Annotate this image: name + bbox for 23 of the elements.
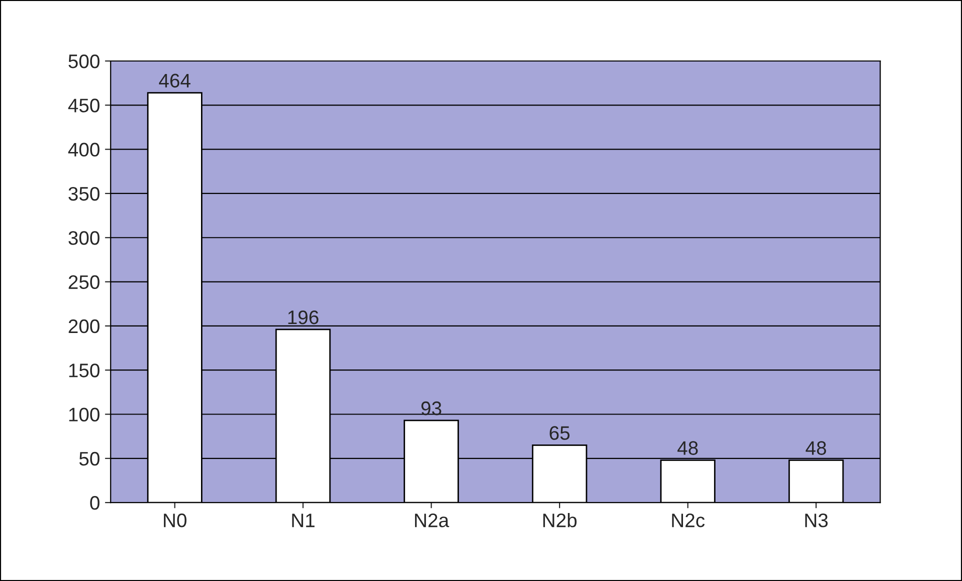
x-tick-label: N1 <box>292 514 315 528</box>
data-label: 196 <box>288 310 318 324</box>
y-tick-label: 50 <box>79 452 100 466</box>
data-label: 48 <box>806 441 826 455</box>
data-label: 48 <box>677 441 698 455</box>
y-tick-label: 250 <box>68 275 100 290</box>
data-label: 93 <box>421 401 442 416</box>
y-tick-label: 150 <box>69 364 100 378</box>
y-tick-label: 400 <box>68 142 100 157</box>
data-label: 65 <box>550 426 570 440</box>
x-tick-label: N0 <box>164 513 186 528</box>
y-tick-label: 450 <box>68 98 100 112</box>
y-tick-label: 100 <box>69 408 100 422</box>
y-tick-label: 500 <box>68 54 100 68</box>
x-tick-label: N2b <box>543 512 577 528</box>
y-tick-label: 350 <box>68 186 100 201</box>
x-tick-label: N3 <box>805 513 828 528</box>
data-label: 464 <box>158 74 190 88</box>
x-tick-label: N2c <box>672 513 705 528</box>
x-tick-label: N2a <box>415 513 450 528</box>
y-tick-label: 0 <box>90 496 100 510</box>
y-tick-label: 200 <box>68 319 100 334</box>
y-tick-label: 300 <box>68 231 100 245</box>
